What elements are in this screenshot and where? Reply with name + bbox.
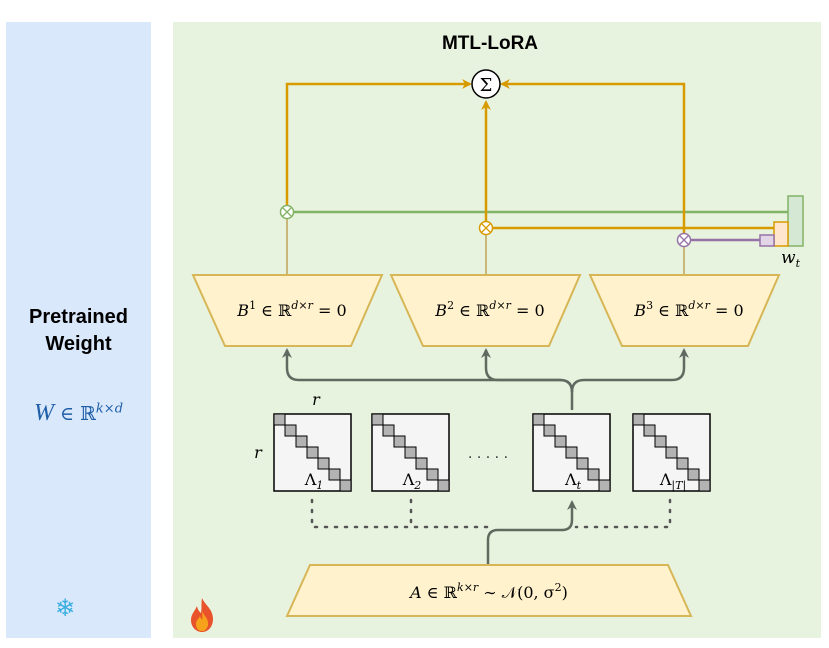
diagonal-cell (371, 413, 384, 426)
sum-arrow-1 (285, 79, 472, 206)
diagonal-cell (382, 424, 395, 437)
multiply-node-1 (279, 204, 295, 220)
pretrained-weight-label: Pretrained Weight (29, 306, 128, 355)
matrix-ellipsis: · · · · · (468, 450, 508, 466)
weight-bar-2 (773, 221, 789, 247)
diagonal-cell (393, 435, 406, 448)
diagonal-cell (532, 413, 545, 426)
pretrained-weight-formula: W ∈ ℝk×d (6, 400, 151, 427)
lambda-label-4: Λ|T| (659, 470, 686, 493)
down-projection-a: A ∈ ℝk×r ∼ 𝒩(0, σ2) (285, 564, 693, 617)
diagonal-cell (687, 468, 700, 481)
diagonal-cell (576, 457, 589, 470)
lambda-matrix-2: Λ2 (371, 413, 450, 492)
diagonal-cell (339, 479, 352, 492)
diagram-title: MTL-LoRA (441, 33, 539, 54)
diagonal-cell (665, 446, 678, 459)
up-projection-b2: B2 ∈ ℝd×r = 0 (389, 274, 582, 347)
diagonal-cell (543, 424, 556, 437)
svg-text:Σ: Σ (480, 75, 493, 96)
weight-set: ∈ ℝ (60, 403, 96, 425)
diagonal-cell (295, 435, 308, 448)
lambda-label-2: Λ2 (402, 470, 422, 492)
snowflake-icon: ❄ (55, 594, 76, 622)
diagonal-cell (404, 446, 417, 459)
diagonal-cell (698, 479, 711, 492)
lambda-matrix-3: Λt (532, 413, 611, 492)
dim-side-label: r (254, 443, 263, 462)
sum-node: Σ (471, 69, 501, 99)
a-to-lambda-arrow (486, 500, 577, 565)
svg-text:B1 ∈ ℝd×r = 0: B1 ∈ ℝd×r = 0 (236, 299, 346, 320)
diagonal-cell (643, 424, 656, 437)
diagonal-cell (598, 479, 611, 492)
diagonal-cell (554, 435, 567, 448)
route-arrow-b3 (570, 348, 689, 393)
matrix-group: Λ1 Λ2 Λt Λ|T| (273, 413, 711, 493)
weights-label: wt (781, 248, 801, 270)
diagonal-cell (328, 468, 341, 481)
multiply-node-3 (676, 232, 692, 248)
up-projection-b3: B3 ∈ ℝd×r = 0 (588, 274, 781, 347)
diagonal-cell (632, 413, 645, 426)
diagonal-cell (273, 413, 286, 426)
frozen-panel (6, 22, 151, 638)
diagonal-cell (415, 457, 428, 470)
diagonal-cell (437, 479, 450, 492)
route-arrow-b2 (481, 348, 574, 393)
lambda-matrix-1: Λ1 (273, 413, 352, 492)
fire-icon (191, 598, 213, 632)
svg-text:A ∈ ℝk×r ∼ 𝒩(0, σ2): A ∈ ℝk×r ∼ 𝒩(0, σ2) (408, 581, 568, 602)
weight-exp: k×d (95, 401, 124, 417)
weight-bar-3 (759, 234, 775, 247)
weight-bar-1 (787, 195, 804, 247)
sum-arrow-3 (500, 79, 686, 234)
svg-text:B2 ∈ ℝd×r = 0: B2 ∈ ℝd×r = 0 (434, 299, 544, 320)
weight-var: W (33, 400, 54, 426)
diagonal-cell (317, 457, 330, 470)
lambda-matrix-4: Λ|T| (632, 413, 711, 493)
svg-text:B3 ∈ ℝd×r = 0: B3 ∈ ℝd×r = 0 (633, 299, 743, 320)
diagonal-cell (654, 435, 667, 448)
up-projection-b1: B1 ∈ ℝd×r = 0 (191, 274, 384, 347)
multiply-node-2 (478, 220, 494, 236)
distribution-dotted-lines (310, 498, 672, 529)
diagonal-cell (565, 446, 578, 459)
diagonal-cell (306, 446, 319, 459)
diagonal-cell (426, 468, 439, 481)
diagonal-cell (284, 424, 297, 437)
diagonal-cell (676, 457, 689, 470)
lambda-label-1: Λ1 (304, 470, 324, 492)
lambda-label-3: Λt (564, 470, 582, 492)
dim-top-label: r (312, 390, 321, 409)
diagonal-cell (587, 468, 600, 481)
